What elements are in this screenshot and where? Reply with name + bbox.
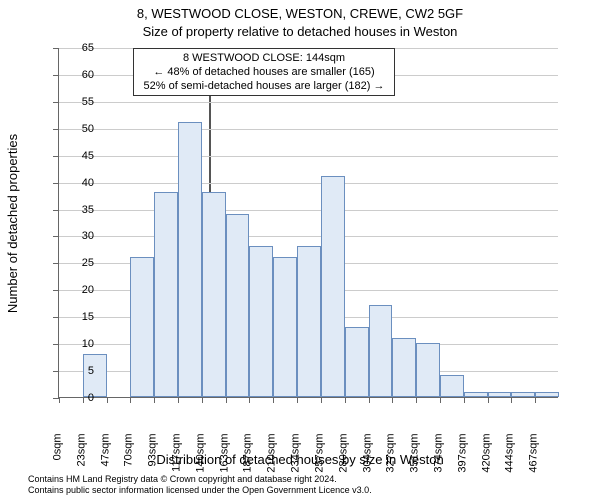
attribution-line-2: Contains public sector information licen…: [28, 485, 372, 496]
y-axis-title: Number of detached properties: [6, 48, 20, 398]
gridline-y: [59, 156, 558, 157]
histogram-bar: [488, 392, 512, 397]
y-tick-label: 45: [54, 150, 94, 162]
x-tick: [464, 397, 465, 403]
y-tick-label: 40: [54, 177, 94, 189]
y-tick-label: 65: [54, 42, 94, 54]
histogram-bar: [345, 327, 369, 397]
y-tick-label: 50: [54, 123, 94, 135]
x-tick: [226, 397, 227, 403]
plot-area: [58, 48, 558, 398]
x-tick-label: 163sqm: [219, 434, 230, 484]
x-tick-label: 304sqm: [362, 434, 373, 484]
histogram-bar: [202, 192, 226, 397]
x-tick: [440, 397, 441, 403]
x-tick: [273, 397, 274, 403]
property-size-histogram: 8, WESTWOOD CLOSE, WESTON, CREWE, CW2 5G…: [0, 0, 600, 500]
x-tick: [345, 397, 346, 403]
x-tick: [535, 397, 536, 403]
x-tick-label: 467sqm: [529, 434, 540, 484]
histogram-bar: [178, 122, 202, 397]
gridline-y: [59, 183, 558, 184]
x-tick-label: 234sqm: [291, 434, 302, 484]
annotation-line-3: 52% of semi-detached houses are larger (…: [138, 79, 390, 93]
histogram-bar: [369, 305, 393, 397]
x-tick: [130, 397, 131, 403]
x-tick: [202, 397, 203, 403]
x-tick-label: 23sqm: [76, 434, 87, 484]
x-tick-label: 444sqm: [505, 434, 516, 484]
y-tick-label: 5: [54, 365, 94, 377]
y-tick-label: 35: [54, 204, 94, 216]
histogram-bar: [511, 392, 535, 397]
x-tick-label: 257sqm: [314, 434, 325, 484]
y-tick-label: 10: [54, 338, 94, 350]
y-tick-label: 60: [54, 69, 94, 81]
gridline-y: [59, 102, 558, 103]
x-tick: [511, 397, 512, 403]
x-tick-label: 140sqm: [195, 434, 206, 484]
histogram-bar: [249, 246, 273, 397]
x-tick-label: 187sqm: [243, 434, 254, 484]
x-tick: [321, 397, 322, 403]
x-tick-label: 351sqm: [410, 434, 421, 484]
x-tick-label: 280sqm: [338, 434, 349, 484]
histogram-bar: [154, 192, 178, 397]
y-tick-label: 0: [54, 392, 94, 404]
gridline-y: [59, 236, 558, 237]
gridline-y: [59, 210, 558, 211]
histogram-bar: [273, 257, 297, 397]
x-tick-label: 117sqm: [172, 434, 183, 484]
x-tick: [488, 397, 489, 403]
x-tick: [107, 397, 108, 403]
x-tick: [297, 397, 298, 403]
histogram-bar: [535, 392, 559, 397]
x-tick-label: 327sqm: [386, 434, 397, 484]
x-tick-label: 210sqm: [267, 434, 278, 484]
x-tick-label: 420sqm: [481, 434, 492, 484]
y-tick-label: 15: [54, 311, 94, 323]
annotation-line-1: 8 WESTWOOD CLOSE: 144sqm: [138, 51, 390, 65]
histogram-bar: [416, 343, 440, 397]
y-tick-label: 20: [54, 284, 94, 296]
x-tick-label: 374sqm: [433, 434, 444, 484]
x-tick: [369, 397, 370, 403]
x-tick-label: 0sqm: [53, 434, 64, 484]
x-tick-label: 70sqm: [124, 434, 135, 484]
annotation-line-2: ← 48% of detached houses are smaller (16…: [138, 65, 390, 79]
annotation-box: 8 WESTWOOD CLOSE: 144sqm ← 48% of detach…: [133, 48, 395, 96]
y-tick-label: 55: [54, 96, 94, 108]
chart-subtitle: Size of property relative to detached ho…: [0, 24, 600, 39]
gridline-y: [59, 129, 558, 130]
histogram-bar: [321, 176, 345, 397]
x-tick: [154, 397, 155, 403]
x-tick-label: 47sqm: [100, 434, 111, 484]
x-tick: [416, 397, 417, 403]
histogram-bar: [464, 392, 488, 397]
x-tick: [249, 397, 250, 403]
histogram-bar: [130, 257, 154, 397]
y-tick-label: 30: [54, 230, 94, 242]
histogram-bar: [392, 338, 416, 397]
histogram-bar: [440, 375, 464, 397]
x-tick-label: 93sqm: [148, 434, 159, 484]
y-tick-label: 25: [54, 257, 94, 269]
chart-title: 8, WESTWOOD CLOSE, WESTON, CREWE, CW2 5G…: [0, 6, 600, 21]
x-tick: [178, 397, 179, 403]
x-tick-label: 397sqm: [457, 434, 468, 484]
histogram-bar: [297, 246, 321, 397]
histogram-bar: [226, 214, 250, 397]
x-tick: [392, 397, 393, 403]
